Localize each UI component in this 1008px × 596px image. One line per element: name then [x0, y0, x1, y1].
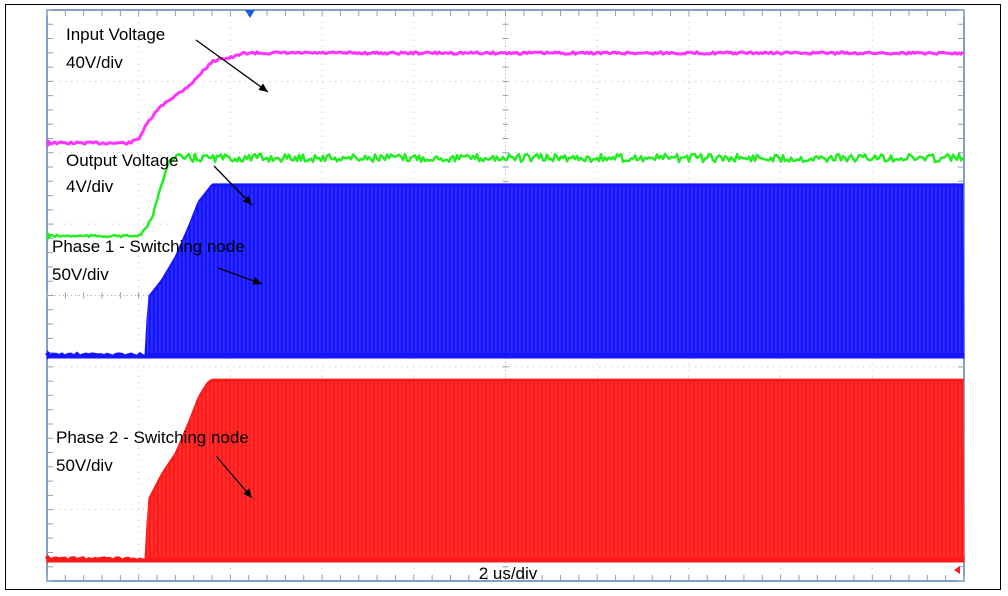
annotation-phase1-name: Phase 1 - Switching node: [52, 237, 245, 256]
figure-frame: [5, 4, 1001, 590]
annotation-phase1-arrowhead-icon: [252, 277, 262, 285]
trace-output: [46, 152, 965, 239]
trace-phase2-baseline: [45, 556, 144, 563]
annotation-input-arrowhead-icon: [258, 83, 268, 92]
trace-phase2-fill: [46, 378, 965, 563]
ref-marker-icon: [954, 566, 960, 574]
channel-marker-phase1-icon: [47, 350, 52, 360]
annotation-phase2-scale: 50V/div: [56, 456, 113, 475]
trace-input: [46, 50, 965, 146]
x-scale-label: 2 us/div: [479, 564, 538, 583]
annotation-phase1-scale: 50V/div: [52, 265, 109, 284]
annotation-input-name: Input Voltage: [66, 25, 165, 44]
trace-phase1-fill: [46, 183, 965, 359]
annotation-phase2-arrowhead-icon: [243, 488, 252, 498]
annotation-output-scale: 4V/div: [66, 177, 114, 196]
annotation-phase2-name: Phase 2 - Switching node: [56, 428, 249, 447]
annotation-input-arrow: [195, 39, 269, 93]
trigger-marker-icon: [245, 10, 255, 18]
trace-phase1-pulses: [147, 186, 965, 353]
annotation-output-name: Output Voltage: [66, 151, 178, 170]
annotation-input-scale: 40V/div: [66, 53, 123, 72]
annotation-phase2-arrow: [215, 455, 253, 499]
annotation-output-arrowhead-icon: [242, 195, 252, 205]
channel-marker-phase2-icon: [47, 554, 52, 564]
trace-phase2-pulses: [147, 382, 965, 557]
trace-phase1-baseline: [45, 351, 144, 359]
channel-marker-input-icon: [47, 138, 52, 148]
annotations: Input Voltage 40V/div Output Voltage 4V/div…: [52, 25, 269, 499]
annotation-output-arrow: [213, 165, 253, 206]
traces: [45, 50, 965, 564]
channel-marker-output-icon: [47, 231, 52, 241]
